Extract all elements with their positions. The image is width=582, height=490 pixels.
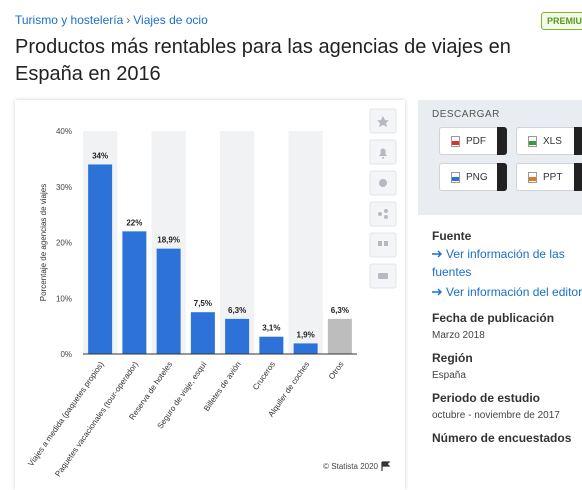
value-label: 6,3% xyxy=(228,306,246,315)
download-format: XLS xyxy=(543,135,562,147)
premium-badge: PREMIUM xyxy=(541,12,582,30)
bar xyxy=(259,336,284,354)
file-icon-mark xyxy=(529,140,536,145)
value-label: 1,9% xyxy=(297,330,315,339)
share-button[interactable] xyxy=(369,201,397,227)
file-icon-mark xyxy=(452,176,459,181)
plus-icon xyxy=(497,127,507,155)
value-label: 3,1% xyxy=(262,324,280,333)
x-tick-label: Otros xyxy=(327,360,346,381)
source-link[interactable]: Ver información del editor xyxy=(432,283,582,301)
chart: Porcentaje de agencias de viajes 0% 10% 20%… xyxy=(26,108,397,478)
bar xyxy=(293,343,318,354)
file-icon xyxy=(451,135,460,147)
download-format: PPT xyxy=(543,171,563,183)
value-label: 22% xyxy=(126,218,142,227)
info-fields: Fecha de publicación Marzo 2018 Región Espa… xyxy=(432,311,582,445)
field-label: Periodo de estudio xyxy=(432,391,541,405)
value-label: 6,3% xyxy=(331,306,349,315)
download-format: PDF xyxy=(466,135,486,147)
field-label: Fecha de publicación xyxy=(432,311,555,325)
breadcrumb-link[interactable]: Viajes de ocio xyxy=(133,13,208,27)
field-value: octubre - noviembre de 2017 xyxy=(432,410,560,421)
arrow-path xyxy=(432,288,442,296)
source-link[interactable]: Ver información de las fuentes xyxy=(432,245,582,281)
info-panel: Fuente Ver información de las fuentes Ver… xyxy=(418,215,582,445)
file-icon-mark xyxy=(452,140,459,145)
sidebar: DESCARGAR PDF XLS PNG PPT Fuente Ver inform… xyxy=(418,100,582,445)
bell-icon xyxy=(379,148,387,159)
download-button[interactable]: PNG xyxy=(439,163,507,191)
field-value: Marzo 2018 xyxy=(432,330,485,341)
breadcrumb-separator: › xyxy=(126,13,131,27)
file-icon xyxy=(528,135,537,147)
download-button[interactable]: PPT xyxy=(516,163,582,191)
breadcrumb: Turismo y hostelería › Viajes de ocio xyxy=(15,13,211,27)
bar xyxy=(190,312,215,354)
file-icon xyxy=(451,171,460,183)
flag-icon xyxy=(381,461,391,471)
download-buttons: PDF XLS PNG PPT xyxy=(439,127,582,191)
print-icon xyxy=(378,273,388,279)
band-stripe xyxy=(220,131,255,354)
bar xyxy=(156,248,181,354)
field-label: Número de encuestados xyxy=(432,431,572,445)
y-tick-label: 0% xyxy=(60,350,72,359)
share-icon xyxy=(378,212,382,216)
download-button[interactable]: XLS xyxy=(516,127,582,155)
value-label: 18,9% xyxy=(157,236,180,245)
x-tick-label: Billetes de avión xyxy=(202,360,243,413)
download-format: PNG xyxy=(466,171,488,183)
plus-icon xyxy=(497,163,507,191)
chart-card: Porcentaje de agencias de viajes 0% 10% 20%… xyxy=(15,100,405,490)
value-label: 7,5% xyxy=(194,299,212,308)
y-tick-label: 40% xyxy=(56,127,72,136)
cite-button[interactable] xyxy=(369,232,397,258)
arrow-path xyxy=(432,250,442,258)
breadcrumb-link[interactable]: Turismo y hostelería xyxy=(15,13,124,27)
gear-icon xyxy=(379,179,387,187)
download-box: DESCARGAR PDF XLS PNG PPT xyxy=(418,100,582,215)
band-stripe xyxy=(288,131,323,354)
toolbar xyxy=(369,108,397,289)
quote-icon xyxy=(384,241,388,246)
y-tick-label: 30% xyxy=(56,183,72,192)
source-label: Fuente xyxy=(432,229,472,243)
arrow-icon xyxy=(432,250,442,258)
credit: © Statista 2020 xyxy=(323,462,378,471)
bar xyxy=(327,318,352,354)
y-tick-label: 20% xyxy=(56,239,72,248)
source-link-text[interactable]: Ver información de las fuentes xyxy=(432,247,565,279)
file-icon xyxy=(528,171,537,183)
bar xyxy=(225,318,250,354)
y-tick-label: 10% xyxy=(56,294,72,303)
x-tick-label: Cruceros xyxy=(251,360,277,392)
page: Turismo y hostelería › Viajes de ocio PREM… xyxy=(15,12,582,479)
share-icon xyxy=(384,209,388,213)
download-title: DESCARGAR xyxy=(432,109,500,120)
plus-icon xyxy=(574,127,582,155)
source-links: Ver información de las fuentes Ver inform… xyxy=(432,245,582,301)
y-axis-label: Porcentaje de agencias de viajes xyxy=(39,184,48,301)
bar xyxy=(88,164,113,354)
quote-icon xyxy=(378,241,382,246)
download-button[interactable]: PDF xyxy=(439,127,507,155)
source-link-text[interactable]: Ver información del editor xyxy=(446,285,582,299)
page-title: Productos más rentables para las agencia… xyxy=(15,36,511,85)
field-label: Región xyxy=(432,351,473,365)
star-icon xyxy=(377,116,389,127)
share-icon xyxy=(384,215,388,219)
plus-icon xyxy=(574,163,582,191)
field-value: España xyxy=(432,370,466,381)
value-label: 34% xyxy=(92,151,108,160)
file-icon-mark xyxy=(529,176,536,181)
arrow-icon xyxy=(432,288,442,296)
bar xyxy=(122,231,147,354)
toolbar-icons xyxy=(377,116,389,279)
